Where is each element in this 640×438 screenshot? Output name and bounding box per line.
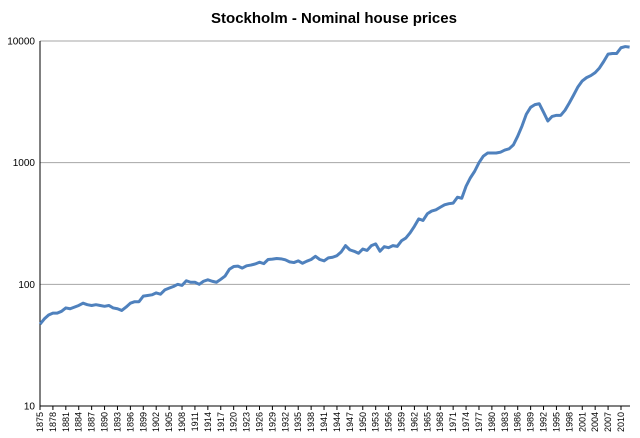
x-tick-label: 1935 <box>293 412 303 432</box>
x-tick-label: 1875 <box>35 412 45 432</box>
x-tick-label: 1896 <box>125 412 135 432</box>
x-tick-label: 1968 <box>435 412 445 432</box>
y-tick-label: 100 <box>18 280 35 291</box>
x-tick-label: 1932 <box>280 412 290 432</box>
x-tick-label: 1974 <box>461 412 471 432</box>
x-tick-label: 2001 <box>577 412 587 432</box>
x-tick-label: 1956 <box>384 412 394 432</box>
chart-title: Stockholm - Nominal house prices <box>211 10 457 27</box>
x-tick-label: 1944 <box>332 412 342 432</box>
x-tick-label: 1881 <box>61 412 71 432</box>
x-tick-label: 1959 <box>397 412 407 432</box>
x-tick-label: 1962 <box>409 412 419 432</box>
x-tick-label: 1953 <box>371 412 381 432</box>
x-tick-label: 1926 <box>254 412 264 432</box>
x-tick-label: 2010 <box>616 412 626 432</box>
x-tick-label: 1911 <box>190 412 200 431</box>
y-tick-label: 1000 <box>13 158 36 169</box>
x-tick-label: 1938 <box>306 412 316 432</box>
x-tick-label: 1929 <box>267 412 277 432</box>
x-tick-label: 1998 <box>564 412 574 432</box>
x-tick-label: 1908 <box>177 412 187 432</box>
x-tick-label: 1920 <box>229 412 239 432</box>
x-tick-label: 1983 <box>500 412 510 432</box>
x-tick-label: 1971 <box>448 412 458 432</box>
x-tick-label: 1884 <box>74 412 84 432</box>
y-tick-label: 10000 <box>7 37 35 48</box>
x-tick-label: 1989 <box>526 412 536 432</box>
x-tick-label: 1887 <box>87 412 97 432</box>
x-tick-label: 1914 <box>203 412 213 432</box>
x-tick-label: 1965 <box>422 412 432 432</box>
x-tick-label: 1947 <box>345 412 355 432</box>
x-tick-label: 1923 <box>242 412 252 432</box>
x-tick-label: 1899 <box>138 412 148 432</box>
x-tick-label: 1950 <box>358 412 368 432</box>
x-tick-label: 1992 <box>539 412 549 432</box>
y-tick-label: 10 <box>24 402 36 413</box>
x-tick-label: 1980 <box>487 412 497 432</box>
x-tick-label: 1977 <box>474 412 484 432</box>
x-tick-label: 1995 <box>551 412 561 432</box>
x-tick-label: 1890 <box>100 412 110 432</box>
x-tick-label: 1905 <box>164 412 174 432</box>
x-tick-label: 1893 <box>112 412 122 432</box>
data-line <box>38 45 630 326</box>
x-tick-label: 1917 <box>216 412 226 432</box>
x-tick-label: 2007 <box>603 412 613 432</box>
x-tick-label: 1941 <box>319 412 329 432</box>
x-tick-label: 1878 <box>48 412 58 432</box>
x-tick-label: 2004 <box>590 412 600 432</box>
x-tick-label: 1986 <box>513 412 523 432</box>
x-tick-label: 1902 <box>151 412 161 432</box>
